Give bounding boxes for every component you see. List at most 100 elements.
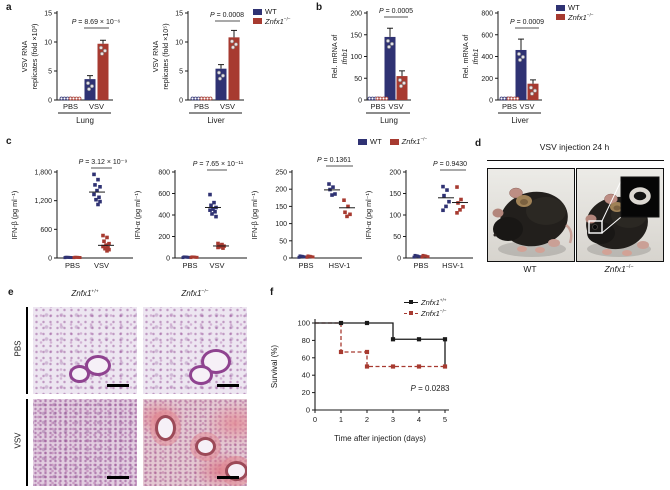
survival-legend-wt: Znfx1+/+ [404,297,446,307]
svg-text:150: 150 [389,191,401,198]
svg-text:VSV: VSV [94,261,109,270]
svg-text:0: 0 [48,98,52,105]
panel-d-title-underline [487,160,664,161]
svg-text:0: 0 [283,256,287,263]
svg-text:VSV: VSV [220,102,235,111]
svg-text:VSV RNA: VSV RNA [151,41,160,73]
svg-text:50: 50 [279,238,287,245]
histology-row-label-vsv: VSV [13,432,23,449]
wt-color-swatch [253,8,262,15]
svg-text:20: 20 [302,388,310,397]
svg-text:PBS: PBS [63,102,78,111]
svg-text:VSV: VSV [519,102,534,111]
scale-bar [107,476,129,479]
ko-color-swatch [389,138,399,145]
svg-text:200: 200 [275,187,287,194]
histology-vsv-wt [33,399,137,486]
svg-text:Liver: Liver [207,116,225,125]
ko-color-swatch [253,18,262,25]
svg-text:250: 250 [275,170,287,177]
svg-text:PBS: PBS [194,102,209,111]
svg-text:Ifnb1: Ifnb1 [471,49,480,65]
chart-c4: 0 50 100 150 200 IFN-α (pg ml⁻¹) P = 0.9430 PBS… [364,161,473,270]
svg-text:P = 3.12 × 10⁻⁹: P = 3.12 × 10⁻⁹ [79,159,128,166]
histology-pbs-ko [143,307,247,394]
svg-text:P = 7.65 × 10⁻¹¹: P = 7.65 × 10⁻¹¹ [193,161,244,168]
svg-text:IFN-β (pg ml⁻¹): IFN-β (pg ml⁻¹) [10,191,19,240]
histology-vsv-ko [143,399,247,486]
chart-b1: 0 50 100 150 200 Rel. mRNA of Ifnb1 P = 0.0005 P… [330,8,413,125]
legend-ko-label: Znfx1−/− [265,16,291,26]
panel-letter-c: c [6,136,12,147]
svg-text:HSV-1: HSV-1 [329,261,351,270]
svg-text:80: 80 [302,336,310,345]
svg-text:0: 0 [166,256,170,263]
legend-wt-label: WT [265,7,277,17]
wt-color-swatch [358,138,367,145]
svg-text:replicates (fold ×10³): replicates (fold ×10³) [30,24,39,90]
svg-text:P = 0.0008: P = 0.0008 [210,12,244,19]
svg-text:IFN-α (pg ml⁻¹): IFN-α (pg ml⁻¹) [364,191,373,240]
legend-panel-b: WT Znfx1−/− [556,3,593,22]
svg-text:0: 0 [306,406,310,415]
legend-panel-a: WT Znfx1−/− [253,7,290,26]
ko-mouse-photo [576,168,664,262]
row-bracket-line [26,307,28,394]
svg-text:600: 600 [158,191,170,198]
svg-text:400: 400 [481,54,493,61]
svg-text:150: 150 [350,32,362,39]
svg-text:2: 2 [365,415,369,424]
chart-c1: 0 600 1,200 1,800 IFN-β (pg ml⁻¹) P = 3.12 × … [10,159,133,270]
svg-text:800: 800 [158,170,170,177]
svg-text:VSV: VSV [89,102,104,111]
svg-text:PBS: PBS [370,102,385,111]
svg-text:Ifnb1: Ifnb1 [340,49,349,65]
svg-text:200: 200 [350,11,362,18]
svg-text:100: 100 [297,319,310,328]
svg-text:1,800: 1,800 [34,170,52,177]
chart-b2: 0 200 400 600 800 Rel. mRNA of Ifnb1 P = 0.0009… [461,11,544,126]
svg-text:4: 4 [417,415,421,424]
histology-col-header-wt: Znfx1+/+ [71,289,99,298]
svg-text:0: 0 [397,256,401,263]
svg-text:Survival (%): Survival (%) [270,345,279,388]
svg-text:P = 0.0005: P = 0.0005 [379,8,413,15]
panel-letter-b: b [316,2,323,13]
svg-text:100: 100 [389,213,401,220]
svg-text:600: 600 [40,227,52,234]
legend-ko-label: Znfx1−/− [568,12,594,22]
chart-a2: 0 5 10 15 VSV RNA replicates (fold ×10⁵) P = 0… [151,11,244,126]
svg-text:0: 0 [489,98,493,105]
svg-text:P = 0.9430: P = 0.9430 [433,161,467,168]
svg-text:P = 0.1361: P = 0.1361 [317,157,351,164]
svg-text:100: 100 [350,54,362,61]
chart-f: 0 20 40 60 80 100 0 1 2 3 4 5 Survival (%) Time after… [270,319,450,444]
svg-text:0: 0 [313,415,317,424]
svg-text:15: 15 [175,11,183,18]
svg-text:200: 200 [158,234,170,241]
svg-text:VSV: VSV [209,261,224,270]
histology-col-header-ko: Znfx1−/− [181,289,209,298]
svg-text:PBS: PBS [298,261,313,270]
svg-text:VSV RNA: VSV RNA [20,41,29,73]
svg-text:400: 400 [158,213,170,220]
svg-text:3: 3 [391,415,395,424]
svg-text:100: 100 [275,221,287,228]
svg-text:PBS: PBS [182,261,197,270]
svg-text:50: 50 [393,234,401,241]
svg-text:600: 600 [481,32,493,39]
wt-mouse-label: WT [523,264,537,274]
chart-c3: 0 50 100 150 200 250 IFN-β (pg ml⁻¹) P = 0.1361… [250,157,362,270]
svg-text:1,200: 1,200 [34,198,52,205]
svg-text:0: 0 [48,256,52,263]
svg-text:HSV-1: HSV-1 [442,261,464,270]
histology-pbs-wt [33,307,137,394]
svg-text:15: 15 [44,11,52,18]
svg-text:replicates (fold ×10⁵): replicates (fold ×10⁵) [161,23,170,89]
svg-text:150: 150 [275,204,287,211]
svg-text:5: 5 [48,69,52,76]
svg-text:Rel. mRNA of: Rel. mRNA of [461,35,470,79]
panel-letter-a: a [6,2,12,13]
